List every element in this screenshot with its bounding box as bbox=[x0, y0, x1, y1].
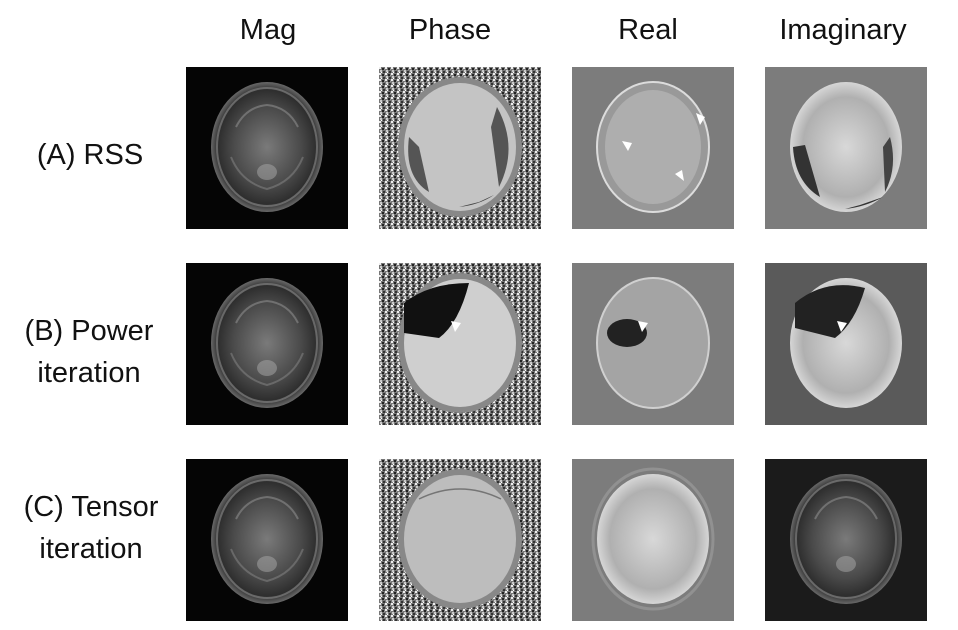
row-label-power-iteration: (B) Power iteration bbox=[0, 310, 178, 394]
row-label-line: (C) Tensor bbox=[23, 491, 159, 523]
panel-rss-real bbox=[572, 67, 734, 229]
panel-rss-mag bbox=[186, 67, 348, 229]
panel-power-mag bbox=[186, 263, 348, 425]
panel-power-real bbox=[572, 263, 734, 425]
panel-tensor-imaginary bbox=[765, 459, 927, 621]
row-label-line: (A) RSS bbox=[36, 139, 144, 171]
row-label-line: (B) Power bbox=[24, 315, 154, 347]
column-header-real: Real bbox=[618, 14, 678, 46]
panel-rss-imaginary bbox=[765, 67, 927, 229]
column-header-phase: Phase bbox=[408, 14, 492, 46]
panel-power-imaginary bbox=[765, 263, 927, 425]
panel-tensor-phase bbox=[379, 459, 541, 621]
row-label-line: iteration bbox=[37, 357, 141, 389]
row-label-line: iteration bbox=[39, 533, 143, 565]
panel-rss-phase bbox=[379, 67, 541, 229]
column-header-mag: Mag bbox=[239, 14, 297, 46]
column-header-imaginary: Imaginary bbox=[779, 14, 907, 46]
panel-tensor-real bbox=[572, 459, 734, 621]
panel-power-phase bbox=[379, 263, 541, 425]
row-label-tensor-iteration: (C) Tensor iteration bbox=[0, 486, 182, 570]
row-label-rss: (A) RSS bbox=[0, 134, 180, 176]
panel-tensor-mag bbox=[186, 459, 348, 621]
